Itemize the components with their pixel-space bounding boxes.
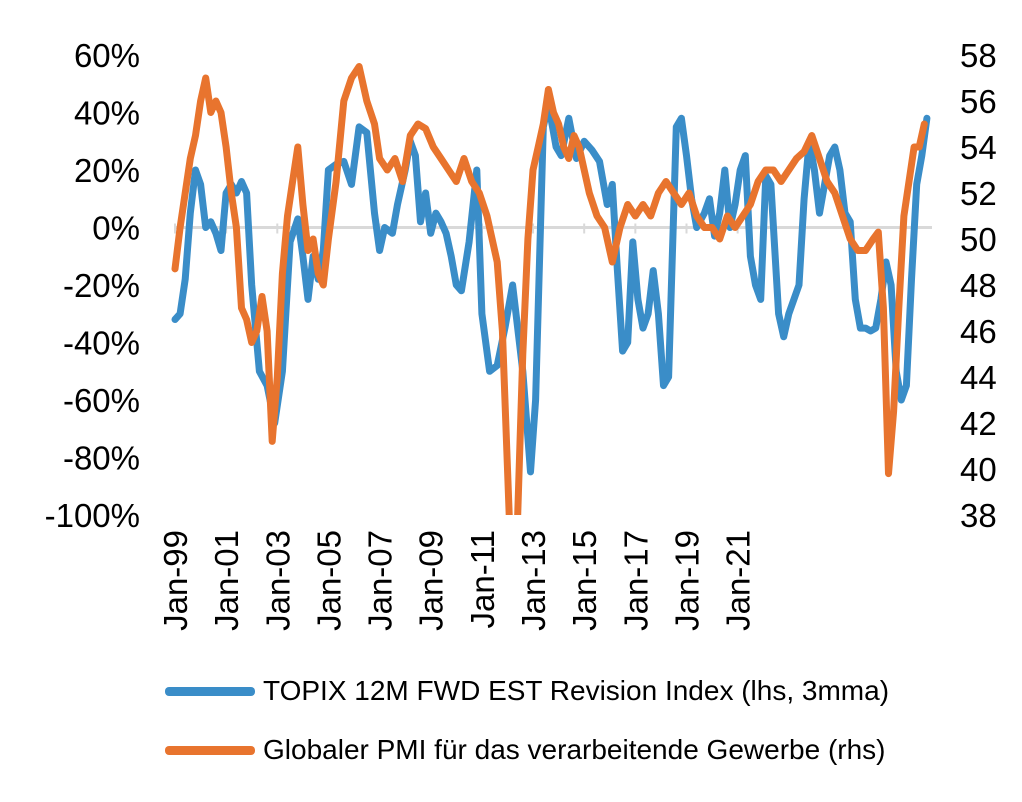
- legend-item-topix: TOPIX 12M FWD EST Revision Index (lhs, 3…: [165, 675, 889, 707]
- x-tick-label: Jan-11: [464, 530, 501, 628]
- right-tick-label: 40: [960, 451, 997, 488]
- series-line-pmi: [171, 63, 928, 515]
- x-tick-label: Jan-21: [720, 530, 757, 631]
- left-tick-label: -20%: [63, 267, 140, 304]
- series-layer: [171, 63, 931, 515]
- left-tick-label: 20%: [74, 152, 140, 189]
- right-y-axis: 58 56 54 52 50 48 46 44 42 40 38: [960, 37, 997, 534]
- right-tick-label: 50: [960, 221, 997, 258]
- x-tick-label: Jan-05: [310, 530, 347, 631]
- legend-label-topix: TOPIX 12M FWD EST Revision Index (lhs, 3…: [263, 675, 890, 706]
- legend-swatch-pmi: [165, 745, 255, 755]
- x-tick-label: Jan-19: [668, 530, 705, 631]
- left-tick-label: -100%: [45, 497, 140, 534]
- legend-swatch-topix: [165, 686, 255, 696]
- legend-item-pmi: Globaler PMI für das verarbeitende Gewer…: [165, 734, 886, 766]
- left-tick-label: -80%: [63, 440, 140, 477]
- x-tick-label: Jan-17: [617, 530, 654, 631]
- left-tick-label: 40%: [74, 95, 140, 132]
- left-tick-label: -40%: [63, 325, 140, 362]
- x-tick-label: Jan-07: [362, 530, 399, 631]
- right-tick-label: 58: [960, 37, 997, 74]
- legend-label-pmi: Globaler PMI für das verarbeitende Gewer…: [263, 734, 886, 765]
- x-tick-label: Jan-99: [157, 530, 194, 631]
- series-line-topix: [171, 100, 931, 476]
- x-tick-label: Jan-03: [259, 530, 296, 631]
- left-tick-label: 60%: [74, 37, 140, 74]
- right-tick-label: 44: [960, 359, 997, 396]
- x-tick-label: Jan-15: [566, 530, 603, 631]
- x-tick-label: Jan-09: [413, 530, 450, 631]
- right-tick-label: 48: [960, 267, 997, 304]
- right-tick-label: 54: [960, 129, 997, 166]
- chart: 60%40%20%0%-20%-40%-60%-80%-100% 5856545…: [45, 37, 997, 631]
- right-tick-label: 46: [960, 313, 997, 350]
- right-tick-label: 38: [960, 497, 997, 534]
- left-y-axis: 60% 40% 20% 0% -20% -40% -60% -80% -100%: [45, 37, 140, 534]
- right-tick-label: 56: [960, 83, 997, 120]
- x-axis: Jan-99 Jan-01 Jan-03 Jan-05 Jan-07 Jan-09 Jan-…: [157, 223, 757, 631]
- x-tick-label: Jan-13: [515, 530, 552, 631]
- right-tick-label: 42: [960, 405, 997, 442]
- right-tick-label: 52: [960, 175, 997, 212]
- x-tick-label: Jan-01: [208, 530, 245, 631]
- left-tick-label: 0%: [92, 210, 140, 247]
- left-tick-label: -60%: [63, 382, 140, 419]
